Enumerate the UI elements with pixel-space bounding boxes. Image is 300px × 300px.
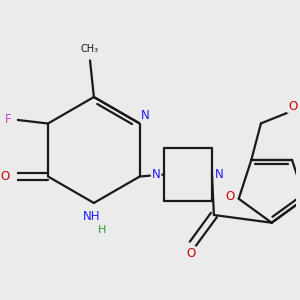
- Text: O: O: [225, 190, 235, 203]
- Text: N: N: [152, 168, 161, 181]
- Text: O: O: [288, 100, 297, 112]
- Text: H: H: [98, 225, 106, 235]
- Text: F: F: [5, 113, 12, 126]
- Text: CH₃: CH₃: [81, 44, 99, 54]
- Text: N: N: [215, 168, 224, 181]
- Text: O: O: [0, 170, 9, 183]
- Text: N: N: [141, 109, 150, 122]
- Text: O: O: [186, 247, 195, 260]
- Text: NH: NH: [83, 210, 101, 223]
